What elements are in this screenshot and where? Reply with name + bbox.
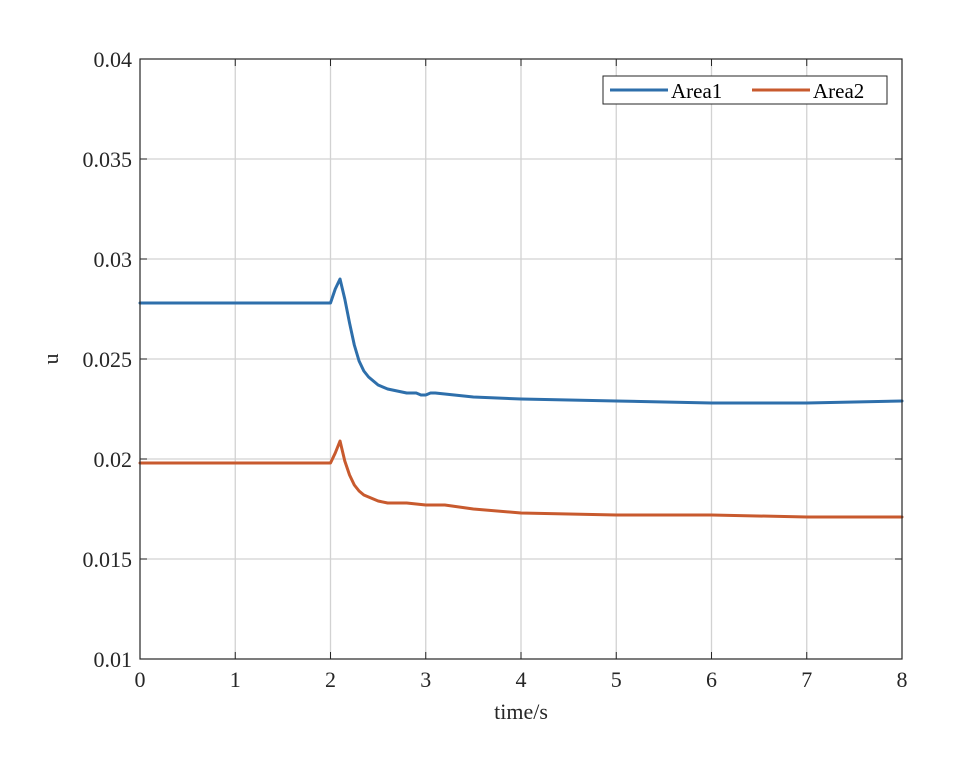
x-axis-label: time/s: [494, 699, 548, 724]
series-line-area2: [138, 439, 904, 519]
y-tick-label: 0.035: [83, 147, 133, 172]
legend: Area1 Area2: [602, 75, 888, 105]
x-tick-label: 1: [230, 667, 241, 692]
x-tick-label: 8: [897, 667, 908, 692]
x-tick-label: 7: [801, 667, 812, 692]
ticks: [139, 58, 903, 660]
y-tick-label: 0.01: [94, 647, 133, 672]
y-tick-label: 0.03: [94, 247, 133, 272]
x-tick-label: 3: [420, 667, 431, 692]
x-tick-label: 5: [611, 667, 622, 692]
x-tick-label: 2: [325, 667, 336, 692]
series-line-area1: [138, 277, 904, 405]
x-tick-label: 6: [706, 667, 717, 692]
y-axis-label: u: [38, 354, 63, 365]
y-tick-label: 0.02: [94, 447, 133, 472]
legend-label-area1: Area1: [671, 79, 722, 103]
legend-label-area2: Area2: [813, 79, 864, 103]
grid: [140, 59, 902, 659]
x-tick-label: 4: [516, 667, 527, 692]
y-tick-label: 0.015: [83, 547, 133, 572]
x-tick-label: 0: [135, 667, 146, 692]
y-tick-label: 0.04: [94, 47, 133, 72]
y-tick-label: 0.025: [83, 347, 133, 372]
series-layer: [138, 277, 904, 519]
tick-labels: 0 1 2 3 4 5 6 7 8 0.01 0.015 0.02 0.025 0.03 0.035 0.04: [83, 47, 908, 692]
